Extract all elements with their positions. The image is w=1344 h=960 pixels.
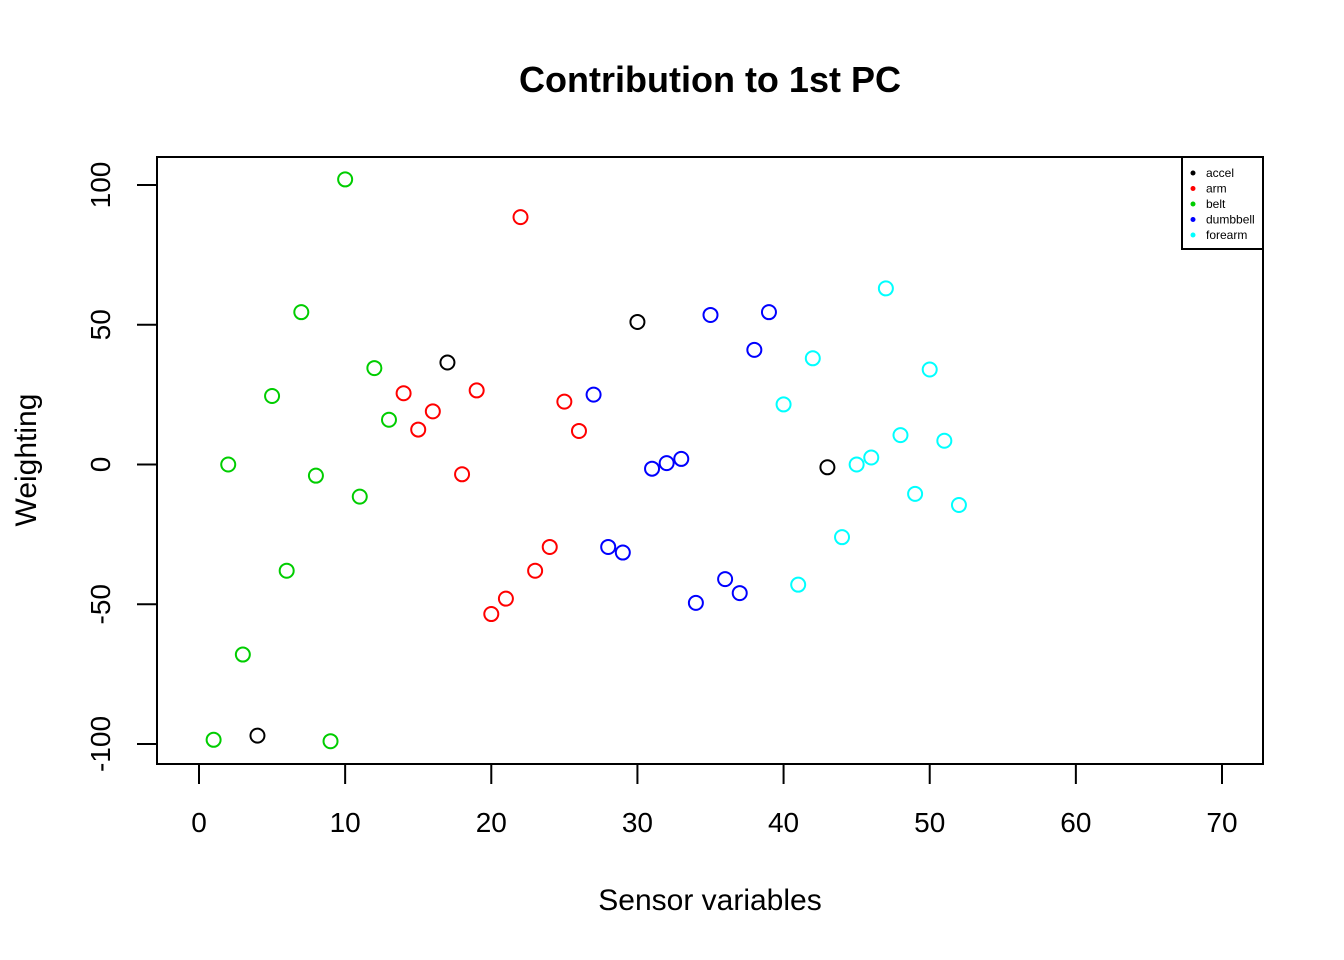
y-axis-label: Weighting xyxy=(10,394,43,527)
x-tick-label: 20 xyxy=(476,807,507,838)
data-point-dumbbell xyxy=(717,571,734,588)
data-point-forearm xyxy=(877,280,894,297)
data-point-belt xyxy=(205,731,222,748)
y-tick-label: -50 xyxy=(85,584,116,624)
data-point-arm xyxy=(468,382,485,399)
x-tick-label: 50 xyxy=(914,807,945,838)
data-point-dumbbell xyxy=(731,585,748,602)
x-tick-label: 0 xyxy=(191,807,207,838)
data-point-dumbbell xyxy=(614,544,631,561)
x-axis: 0 10 20 30 40 50 60 70 xyxy=(191,763,1238,838)
data-point-accel xyxy=(439,354,456,371)
data-point-forearm xyxy=(834,529,851,546)
data-point-dumbbell xyxy=(600,538,617,555)
data-point-dumbbell xyxy=(746,341,763,358)
data-point-belt xyxy=(380,411,397,428)
data-point-belt xyxy=(220,456,237,473)
y-tick-label: 0 xyxy=(85,457,116,473)
x-axis-label: Sensor variables xyxy=(598,884,821,917)
data-point-arm xyxy=(570,422,587,439)
x-tick-label: 70 xyxy=(1206,807,1237,838)
data-point-forearm xyxy=(950,497,967,514)
y-tick-label: 100 xyxy=(85,162,116,209)
data-point-forearm xyxy=(892,427,909,444)
legend-swatch-accel xyxy=(1190,170,1196,176)
data-point-forearm xyxy=(907,485,924,502)
data-point-belt xyxy=(366,360,383,377)
data-point-dumbbell xyxy=(585,386,602,403)
y-tick-label: -100 xyxy=(85,716,116,772)
data-point-arm xyxy=(395,385,412,402)
data-point-dumbbell xyxy=(702,306,719,323)
data-point-forearm xyxy=(848,456,865,473)
data-point-accel xyxy=(249,727,266,744)
legend-label-belt: belt xyxy=(1206,197,1226,211)
data-point-forearm xyxy=(790,576,807,593)
data-point-belt xyxy=(293,304,310,321)
data-point-arm xyxy=(512,209,529,226)
data-point-dumbbell xyxy=(687,594,704,611)
data-point-dumbbell xyxy=(658,455,675,472)
legend-label-forearm: forearm xyxy=(1206,228,1247,242)
legend-swatch-forearm xyxy=(1190,232,1196,238)
data-point-accel xyxy=(819,459,836,476)
data-point-belt xyxy=(337,171,354,188)
data-point-dumbbell xyxy=(644,460,661,477)
legend-swatch-arm xyxy=(1190,186,1196,191)
legend-label-arm: arm xyxy=(1206,182,1227,196)
data-point-forearm xyxy=(863,449,880,466)
data-points xyxy=(205,171,967,750)
legend-swatch-dumbbell xyxy=(1190,217,1196,222)
data-point-dumbbell xyxy=(760,304,777,321)
data-point-forearm xyxy=(921,361,938,378)
data-point-arm xyxy=(527,562,544,579)
data-point-arm xyxy=(424,403,441,420)
data-point-arm xyxy=(410,421,427,438)
data-point-dumbbell xyxy=(673,450,690,467)
x-tick-label: 40 xyxy=(768,807,799,838)
x-tick-label: 10 xyxy=(330,807,361,838)
data-point-arm xyxy=(497,590,514,607)
data-point-arm xyxy=(454,466,471,483)
data-point-forearm xyxy=(936,432,953,449)
data-point-accel xyxy=(629,313,646,330)
data-point-belt xyxy=(322,733,339,750)
data-point-arm xyxy=(556,393,573,410)
x-tick-label: 60 xyxy=(1060,807,1091,838)
plot-frame xyxy=(156,156,1264,765)
data-point-belt xyxy=(234,646,251,663)
data-point-arm xyxy=(541,538,558,555)
data-point-belt xyxy=(351,488,368,505)
data-point-forearm xyxy=(804,350,821,367)
data-point-arm xyxy=(483,606,500,623)
data-point-belt xyxy=(307,467,324,484)
data-point-belt xyxy=(278,562,295,579)
legend-swatch-belt xyxy=(1190,201,1196,207)
x-tick-label: 30 xyxy=(622,807,653,838)
legend-label-dumbbell: dumbbell xyxy=(1206,213,1255,227)
legend-box xyxy=(1181,156,1264,250)
data-point-forearm xyxy=(775,396,792,413)
data-point-belt xyxy=(264,388,281,405)
chart-title: Contribution to 1st PC xyxy=(519,59,901,100)
legend-label-accel: accel xyxy=(1206,166,1234,180)
y-tick-label: 50 xyxy=(85,309,116,340)
y-axis: -100 -50 0 50 100 xyxy=(85,162,158,772)
